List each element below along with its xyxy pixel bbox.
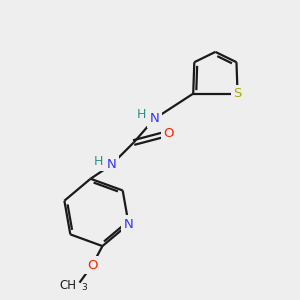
Text: CH: CH bbox=[60, 278, 76, 292]
Text: O: O bbox=[163, 127, 174, 140]
Text: O: O bbox=[87, 259, 97, 272]
Text: N: N bbox=[106, 158, 116, 171]
Text: N: N bbox=[150, 112, 159, 125]
Text: H: H bbox=[136, 108, 146, 121]
Text: H: H bbox=[93, 155, 103, 168]
Text: N: N bbox=[124, 218, 134, 231]
Text: 3: 3 bbox=[81, 284, 87, 292]
Text: S: S bbox=[233, 87, 242, 100]
